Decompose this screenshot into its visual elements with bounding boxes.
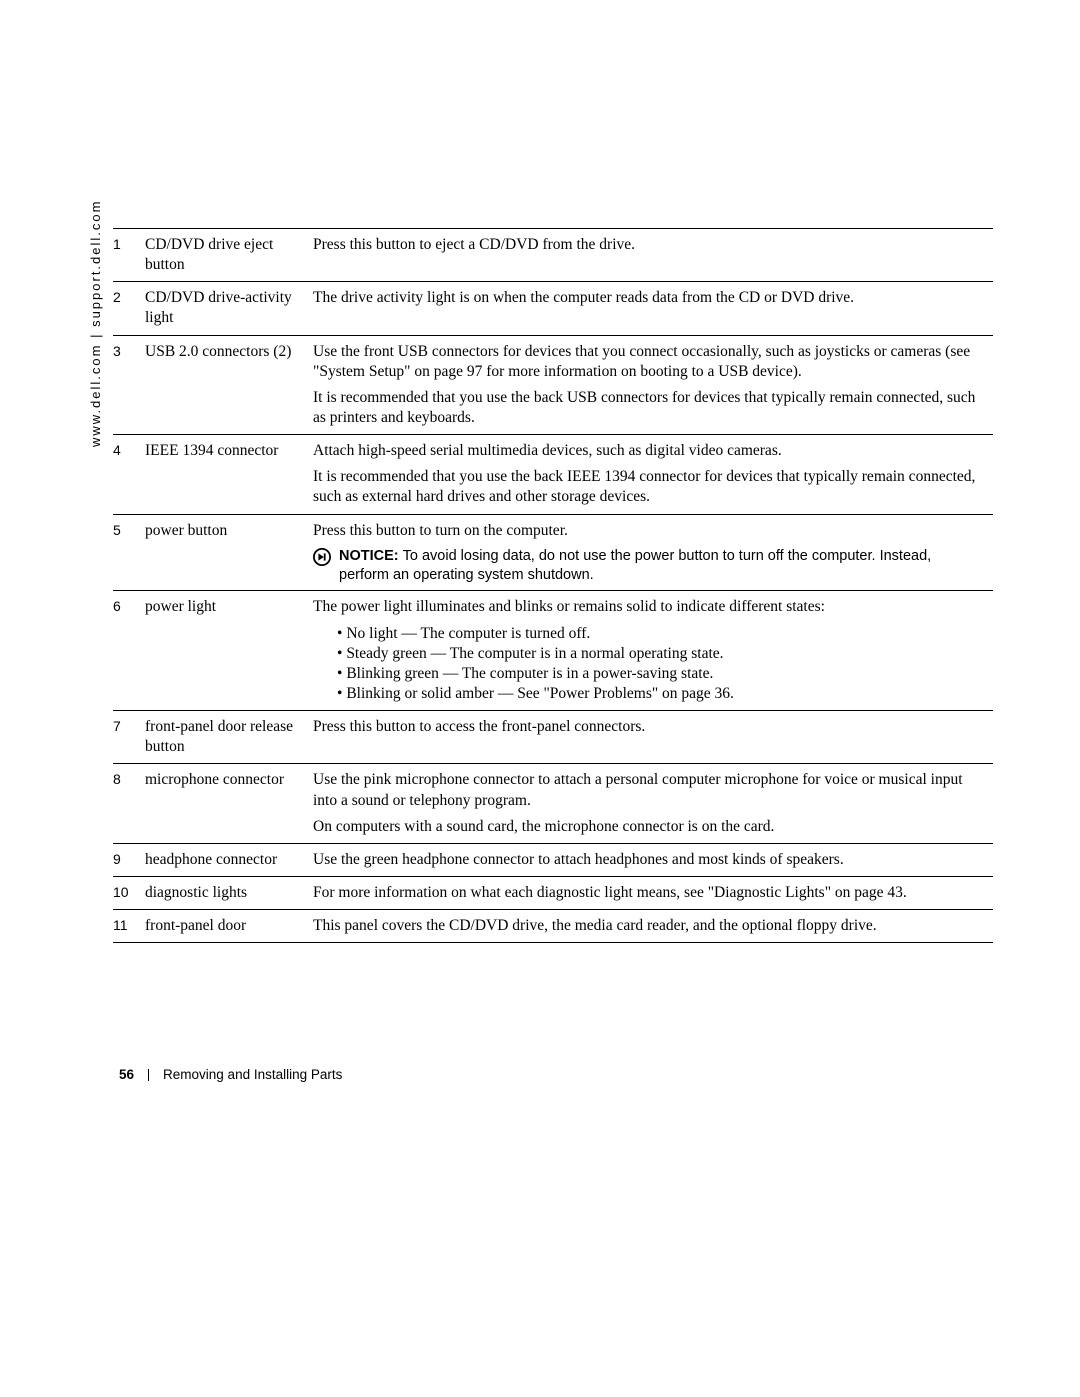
notice-body: To avoid losing data, do not use the pow…	[339, 548, 931, 583]
sidebar-url: www.dell.com | support.dell.com	[88, 200, 103, 447]
description-paragraph: It is recommended that you use the back …	[313, 467, 985, 507]
row-term: IEEE 1394 connector	[145, 435, 313, 514]
row-term: headphone connector	[145, 843, 313, 876]
description-paragraph: Attach high-speed serial multimedia devi…	[313, 441, 985, 461]
bullet-list: No light — The computer is turned off.St…	[313, 624, 985, 705]
row-term: front-panel door	[145, 910, 313, 943]
row-description: Use the pink microphone connector to att…	[313, 764, 993, 843]
row-number: 2	[113, 282, 145, 335]
row-number: 6	[113, 591, 145, 711]
description-paragraph: The power light illuminates and blinks o…	[313, 597, 985, 617]
row-description: The drive activity light is on when the …	[313, 282, 993, 335]
bullet-item: No light — The computer is turned off.	[337, 624, 985, 644]
table-row: 1CD/DVD drive eject buttonPress this but…	[113, 229, 993, 282]
bullet-item: Steady green — The computer is in a norm…	[337, 644, 985, 664]
description-paragraph: Press this button to eject a CD/DVD from…	[313, 235, 985, 255]
table-row: 2CD/DVD drive-activity lightThe drive ac…	[113, 282, 993, 335]
row-number: 3	[113, 335, 145, 435]
description-paragraph: Use the front USB connectors for devices…	[313, 342, 985, 382]
page-number: 56	[119, 1067, 134, 1082]
description-paragraph: Use the pink microphone connector to att…	[313, 770, 985, 810]
row-term: microphone connector	[145, 764, 313, 843]
description-paragraph: Press this button to turn on the compute…	[313, 521, 985, 541]
row-number: 7	[113, 711, 145, 764]
row-term: power button	[145, 514, 313, 591]
row-term: diagnostic lights	[145, 876, 313, 909]
row-description: Press this button to eject a CD/DVD from…	[313, 229, 993, 282]
row-term: front-panel door release button	[145, 711, 313, 764]
notice-label: NOTICE:	[339, 548, 403, 564]
notice-icon	[313, 548, 331, 566]
table-row: 4IEEE 1394 connectorAttach high-speed se…	[113, 435, 993, 514]
row-term: USB 2.0 connectors (2)	[145, 335, 313, 435]
row-number: 5	[113, 514, 145, 591]
row-number: 1	[113, 229, 145, 282]
description-paragraph: For more information on what each diagno…	[313, 883, 985, 903]
notice-block: NOTICE: To avoid losing data, do not use…	[313, 547, 985, 585]
row-term: CD/DVD drive-activity light	[145, 282, 313, 335]
table-row: 5power buttonPress this button to turn o…	[113, 514, 993, 591]
main-content: 1CD/DVD drive eject buttonPress this but…	[113, 228, 993, 943]
description-paragraph: Press this button to access the front-pa…	[313, 717, 985, 737]
row-number: 10	[113, 876, 145, 909]
row-description: Use the front USB connectors for devices…	[313, 335, 993, 435]
row-description: Use the green headphone connector to att…	[313, 843, 993, 876]
description-paragraph: On computers with a sound card, the micr…	[313, 817, 985, 837]
description-paragraph: It is recommended that you use the back …	[313, 388, 985, 428]
table-row: 10diagnostic lightsFor more information …	[113, 876, 993, 909]
row-description: For more information on what each diagno…	[313, 876, 993, 909]
table-row: 8microphone connectorUse the pink microp…	[113, 764, 993, 843]
row-description: The power light illuminates and blinks o…	[313, 591, 993, 711]
bullet-item: Blinking or solid amber — See "Power Pro…	[337, 684, 985, 704]
bullet-item: Blinking green — The computer is in a po…	[337, 664, 985, 684]
row-term: power light	[145, 591, 313, 711]
row-number: 9	[113, 843, 145, 876]
row-number: 4	[113, 435, 145, 514]
row-term: CD/DVD drive eject button	[145, 229, 313, 282]
table-row: 11front-panel doorThis panel covers the …	[113, 910, 993, 943]
row-description: Attach high-speed serial multimedia devi…	[313, 435, 993, 514]
component-table: 1CD/DVD drive eject buttonPress this but…	[113, 228, 993, 943]
footer-divider	[148, 1069, 149, 1081]
table-row: 9headphone connectorUse the green headph…	[113, 843, 993, 876]
row-number: 8	[113, 764, 145, 843]
row-description: Press this button to access the front-pa…	[313, 711, 993, 764]
description-paragraph: This panel covers the CD/DVD drive, the …	[313, 916, 985, 936]
description-paragraph: The drive activity light is on when the …	[313, 288, 985, 308]
row-number: 11	[113, 910, 145, 943]
table-row: 3USB 2.0 connectors (2)Use the front USB…	[113, 335, 993, 435]
section-title: Removing and Installing Parts	[163, 1067, 342, 1082]
description-paragraph: Use the green headphone connector to att…	[313, 850, 985, 870]
row-description: Press this button to turn on the compute…	[313, 514, 993, 591]
row-description: This panel covers the CD/DVD drive, the …	[313, 910, 993, 943]
notice-text: NOTICE: To avoid losing data, do not use…	[339, 547, 985, 585]
table-row: 6power lightThe power light illuminates …	[113, 591, 993, 711]
page-footer: 56 Removing and Installing Parts	[119, 1067, 342, 1082]
table-row: 7front-panel door release buttonPress th…	[113, 711, 993, 764]
